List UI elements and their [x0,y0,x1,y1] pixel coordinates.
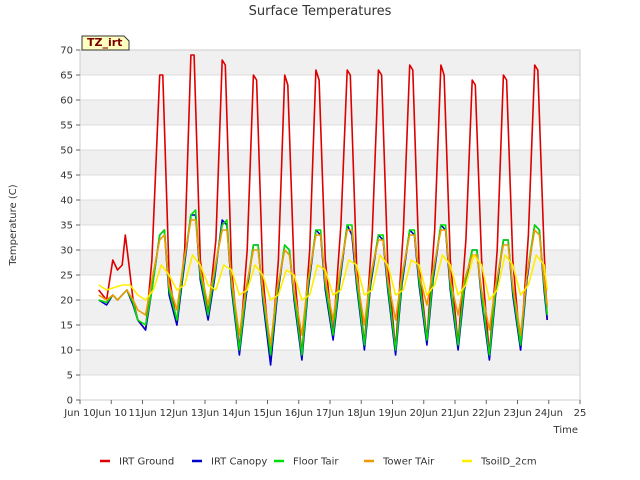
x-tick-label: 18Jun [347,408,375,419]
y-axis-label: Temperature (C) [8,184,19,266]
x-axis: Jun 10 Jun 10 11Jun 12Jun 13Jun 14Jun 15Jun 16J… [63,400,586,419]
plot-band [80,150,580,175]
x-tick-label: 17Jun [316,408,344,419]
plot-band [80,100,580,125]
x-tick-label: 24Jun [535,408,563,419]
legend-label: TsoilD_2cm [480,457,537,468]
y-tick-label: 10 [60,346,73,357]
series-line-3 [98,219,548,346]
legend-label: IRT Ground [119,457,174,468]
y-tick-label: 30 [60,246,73,257]
series-layer [98,54,548,366]
plot-band [80,50,580,75]
plot-band [80,350,580,375]
x-tick-label: Jun 10 [94,408,127,419]
x-tick-label: 19Jun [378,408,406,419]
x-tick-label: 21Jun [441,408,469,419]
x-tick-label: Jun 10 [63,408,96,419]
x-axis-label: Time [553,425,578,436]
x-tick-label: 22Jun [472,408,500,419]
x-tick-label: 23Jun [503,408,531,419]
y-tick-label: 25 [60,271,73,282]
y-tick-label: 70 [60,46,73,57]
y-tick-label: 0 [67,396,73,407]
tz-irt-badge: TZ_irt [81,35,130,51]
y-tick-label: 5 [67,371,73,382]
legend-label: Tower TAir [382,457,435,468]
y-tick-label: 60 [60,96,73,107]
y-tick-label: 40 [60,196,73,207]
y-tick-label: 15 [60,321,73,332]
x-tick-label: 13Jun [191,408,219,419]
legend: IRT Ground IRT Canopy Floor Tair Tower TAir… [100,457,537,468]
x-tick-label: 12Jun [160,408,188,419]
y-tick-label: 55 [60,121,73,132]
chart-title: Surface Temperatures [249,4,392,19]
y-tick-label: 35 [60,221,73,232]
series-line-4 [98,254,548,301]
y-tick-label: 65 [60,71,73,82]
legend-label: Floor Tair [293,457,339,468]
x-tick-label: 14Jun [222,408,250,419]
badge-label: TZ_irt [87,36,122,49]
y-tick-label: 50 [60,146,73,157]
y-tick-label: 45 [60,171,73,182]
plot-band [80,200,580,225]
x-tick-label: 20Jun [410,408,438,419]
y-tick-label: 20 [60,296,73,307]
x-tick-label: 25 [574,408,587,419]
x-tick-label: 16Jun [285,408,313,419]
y-axis: 0 5 10 15 20 25 30 35 40 45 50 55 60 65 70 [60,46,80,407]
series-line-0 [98,54,548,361]
legend-label: IRT Canopy [211,457,267,468]
x-tick-label: 15Jun [253,408,281,419]
x-tick-label: 11Jun [128,408,156,419]
